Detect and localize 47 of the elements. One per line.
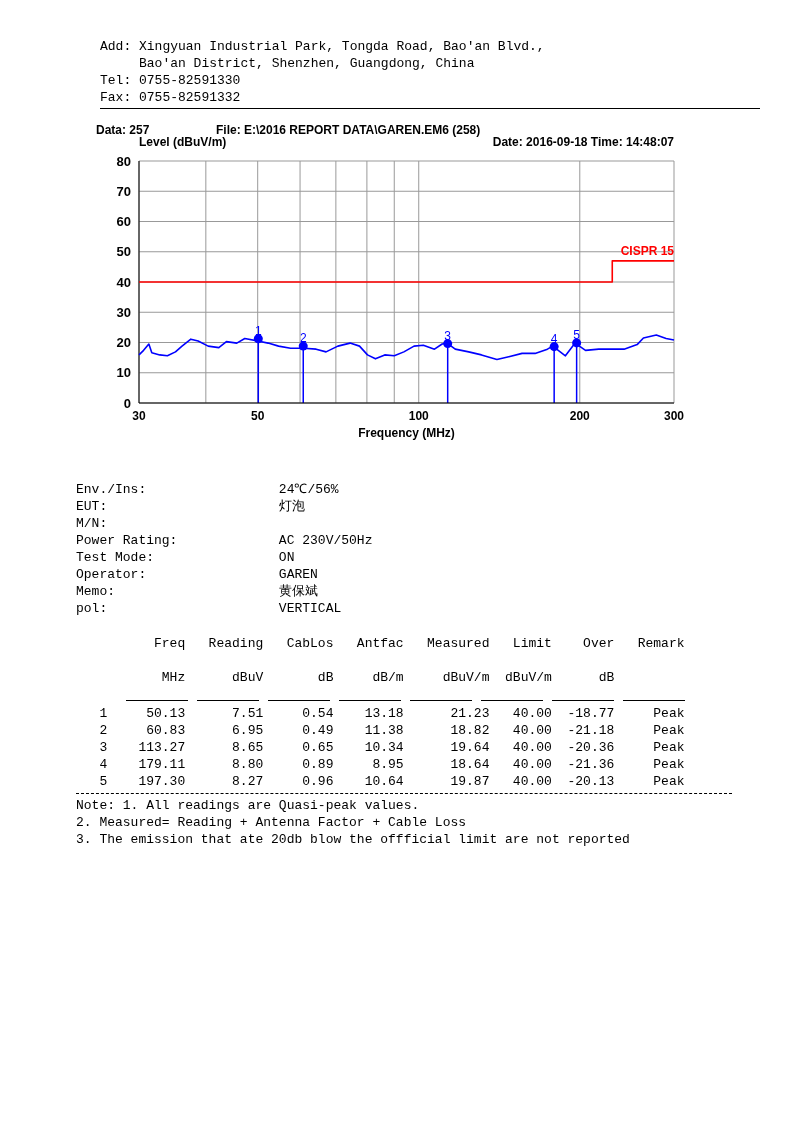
text: EUT: 灯泡	[76, 498, 306, 515]
y-axis-title: Level (dBuV/m)	[139, 135, 227, 149]
annotation: 5	[573, 327, 581, 342]
x-axis-title: Frequency (MHz)	[358, 426, 455, 440]
text: Bao'an District, Shenzhen, Guangdong, China	[138, 55, 476, 72]
y-tick-label: 10	[116, 365, 131, 381]
y-tick-label: 50	[116, 244, 131, 260]
text: Power Rating: AC 230V/50Hz	[76, 532, 374, 549]
y-tick-label: 20	[116, 335, 131, 351]
y-tick-label: 60	[116, 214, 131, 230]
y-tick-label: 70	[116, 183, 131, 199]
annotation: 3	[444, 328, 452, 343]
text: MHz dBuV dB dB/m dBuV/m dBuV/m dB	[160, 669, 616, 686]
annotation: 2	[299, 331, 307, 346]
x-tick-label: 30	[132, 408, 146, 423]
text: Memo: 黄保斌	[76, 583, 319, 600]
text: 4 179.11 8.80 0.89 8.95 18.64 40.00 -21.36 Peak	[98, 756, 686, 773]
text: 3 113.27 8.65 0.65 10.34 19.64 40.00 -20.36 Peak	[98, 739, 686, 756]
series-label: CISPR 15	[620, 243, 675, 258]
text: Env./Ins: 24℃/56%	[76, 481, 340, 498]
text: 2. Measured= Reading + Antenna Factor + Cable Loss	[76, 814, 468, 831]
x-tick-label: 100	[408, 408, 430, 423]
text: pol: VERTICAL	[76, 600, 343, 617]
text: 3. The emission that ate 20db blow the offficial limit are not reported	[76, 831, 631, 848]
annotation: 1	[254, 323, 262, 338]
text: Add: Xingyuan Industrial Park, Tongda Road, Bao'an Blvd.,	[100, 38, 546, 55]
text: 1 50.13 7.51 0.54 13.18 21.23 40.00 -18.77 Peak	[98, 705, 686, 722]
text: Operator: GAREN	[76, 566, 319, 583]
text: Tel: 0755-82591330	[100, 72, 242, 89]
annotation: 4	[550, 331, 558, 346]
y-tick-label: 40	[116, 274, 131, 290]
y-tick-label: 30	[116, 304, 131, 320]
y-tick-label: 0	[123, 395, 131, 411]
text: File: E:\2016 REPORT DATA\GAREN.EM6 (258)	[216, 123, 481, 137]
text: Note: 1. All readings are Quasi-peak values.	[76, 797, 421, 814]
x-tick-label: 50	[251, 408, 265, 423]
text: Data: 257	[96, 123, 150, 137]
text: M/N:	[76, 515, 109, 532]
text: 5 197.30 8.27 0.96 10.64 19.87 40.00 -20.13 Peak	[98, 773, 686, 790]
text: Test Mode: ON	[76, 549, 296, 566]
text: Freq Reading CabLos Antfac Measured Limit Over Remark	[153, 635, 686, 652]
x-tick-label: 300	[663, 408, 685, 423]
y-tick-label: 80	[116, 153, 131, 169]
x-tick-label: 200	[569, 408, 591, 423]
text: Fax: 0755-82591332	[100, 89, 242, 106]
text: 2 60.83 6.95 0.49 11.38 18.82 40.00 -21.18 Peak	[98, 722, 686, 739]
text: Date: 2016-09-18 Time: 14:48:07	[492, 135, 674, 149]
